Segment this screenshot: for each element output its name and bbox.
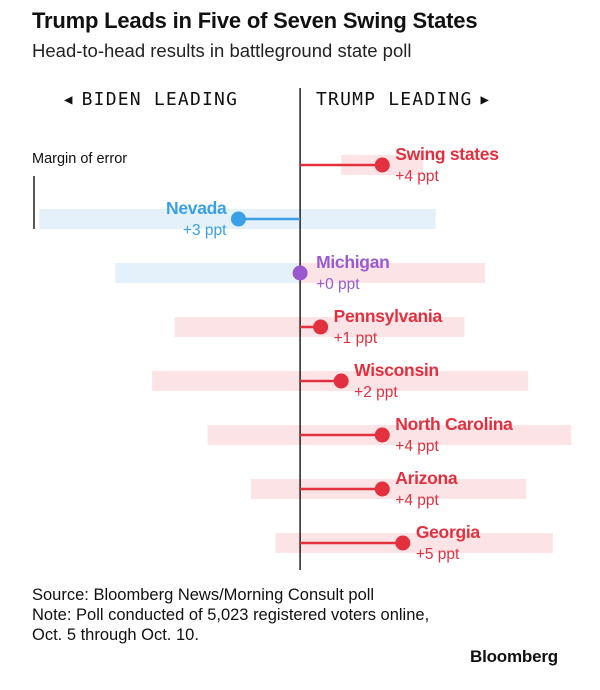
result-dot [292, 265, 308, 281]
methodology-note: Note: Poll conducted of 5,023 registered… [32, 606, 430, 644]
result-dot [374, 481, 390, 497]
margin-value-label: +0 ppt [316, 276, 360, 293]
result-dot [374, 157, 390, 173]
state-name-label: Nevada [166, 198, 227, 218]
margin-value-label: +4 ppt [395, 438, 439, 455]
margin-value-label: +2 ppt [354, 384, 398, 401]
result-dot [395, 535, 411, 551]
state-name-label: Arizona [395, 468, 458, 488]
bloomberg-logo: Bloomberg [470, 647, 558, 666]
trump-leading-label: TRUMP LEADING ▶ [316, 89, 490, 110]
margin-value-label: +4 ppt [395, 168, 439, 185]
state-name-label: Georgia [416, 522, 481, 542]
chart-subtitle: Head-to-head results in battleground sta… [32, 40, 412, 61]
margin-value-label: +5 ppt [416, 546, 460, 563]
footer: Source: Bloomberg News/Morning Consult p… [32, 585, 452, 645]
left-arrow-icon: ◀ [64, 91, 74, 108]
right-arrow-icon: ▶ [480, 91, 491, 108]
result-dot [374, 427, 390, 443]
margin-of-error-label: Margin of error [32, 151, 127, 167]
margin-of-error-band [275, 533, 553, 553]
state-name-label: Michigan [316, 252, 389, 272]
margin-of-error-band [115, 263, 301, 283]
biden-leading-text: BIDEN LEADING [81, 89, 239, 110]
chart-title: Trump Leads in Five of Seven Swing State… [32, 8, 478, 33]
margin-of-error-band [300, 263, 485, 283]
result-dot [313, 319, 329, 335]
result-dot [333, 373, 349, 389]
result-dot [230, 211, 246, 227]
trump-leading-text: TRUMP LEADING [316, 89, 473, 110]
margin-value-label: +3 ppt [183, 222, 227, 239]
source-note: Source: Bloomberg News/Morning Consult p… [32, 586, 375, 604]
state-name-label: Swing states [395, 144, 499, 164]
state-name-label: Wisconsin [354, 360, 439, 380]
margin-value-label: +1 ppt [334, 330, 378, 347]
biden-leading-label: ◀ BIDEN LEADING [64, 89, 238, 110]
margin-value-label: +4 ppt [395, 492, 439, 509]
state-name-label: North Carolina [395, 414, 513, 434]
state-name-label: Pennsylvania [334, 306, 443, 326]
